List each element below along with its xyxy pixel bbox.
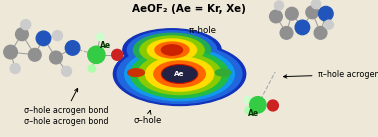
Text: Ae: Ae bbox=[174, 71, 185, 77]
Ellipse shape bbox=[53, 31, 62, 41]
Ellipse shape bbox=[130, 50, 229, 98]
Ellipse shape bbox=[21, 20, 31, 30]
Text: σ–hole: σ–hole bbox=[133, 110, 162, 125]
Text: Ae: Ae bbox=[248, 109, 260, 118]
Ellipse shape bbox=[319, 6, 333, 21]
Ellipse shape bbox=[154, 61, 205, 87]
Ellipse shape bbox=[28, 48, 41, 61]
Ellipse shape bbox=[36, 31, 51, 46]
Ellipse shape bbox=[128, 69, 144, 76]
Ellipse shape bbox=[161, 65, 198, 83]
Ellipse shape bbox=[249, 97, 266, 113]
Ellipse shape bbox=[96, 33, 104, 41]
Ellipse shape bbox=[244, 96, 251, 104]
Text: σ–hole acrogen bond: σ–hole acrogen bond bbox=[24, 88, 108, 115]
Ellipse shape bbox=[306, 6, 319, 19]
Ellipse shape bbox=[215, 69, 231, 76]
Text: π–hole: π–hole bbox=[188, 26, 216, 41]
Ellipse shape bbox=[268, 100, 278, 111]
Ellipse shape bbox=[314, 27, 327, 39]
Ellipse shape bbox=[4, 45, 17, 59]
Ellipse shape bbox=[127, 31, 217, 69]
Ellipse shape bbox=[10, 64, 20, 73]
Ellipse shape bbox=[140, 36, 204, 64]
Ellipse shape bbox=[15, 28, 28, 41]
Ellipse shape bbox=[113, 42, 246, 105]
Ellipse shape bbox=[147, 39, 197, 61]
Ellipse shape bbox=[123, 29, 221, 71]
Ellipse shape bbox=[133, 33, 211, 67]
Ellipse shape bbox=[138, 53, 221, 95]
Text: σ–hole acrogen bond: σ–hole acrogen bond bbox=[24, 117, 108, 126]
Ellipse shape bbox=[112, 49, 122, 60]
Ellipse shape bbox=[65, 41, 80, 55]
Ellipse shape bbox=[117, 45, 242, 103]
Ellipse shape bbox=[245, 107, 253, 114]
Text: π–hole acrogen bond: π–hole acrogen bond bbox=[284, 70, 378, 79]
Ellipse shape bbox=[161, 45, 183, 55]
Ellipse shape bbox=[285, 7, 298, 20]
Ellipse shape bbox=[155, 42, 189, 58]
Ellipse shape bbox=[88, 46, 105, 63]
Ellipse shape bbox=[62, 66, 71, 76]
Ellipse shape bbox=[295, 20, 310, 35]
Ellipse shape bbox=[146, 57, 214, 91]
Text: Ae: Ae bbox=[99, 41, 111, 50]
Ellipse shape bbox=[280, 27, 293, 39]
Ellipse shape bbox=[50, 51, 62, 64]
Text: AeOF₂ (Ae = Kr, Xe): AeOF₂ (Ae = Kr, Xe) bbox=[132, 4, 246, 14]
Ellipse shape bbox=[163, 66, 197, 82]
Ellipse shape bbox=[125, 47, 234, 101]
Ellipse shape bbox=[324, 20, 333, 29]
Ellipse shape bbox=[311, 0, 321, 9]
Ellipse shape bbox=[274, 1, 284, 10]
Ellipse shape bbox=[270, 10, 282, 23]
Ellipse shape bbox=[88, 65, 96, 72]
